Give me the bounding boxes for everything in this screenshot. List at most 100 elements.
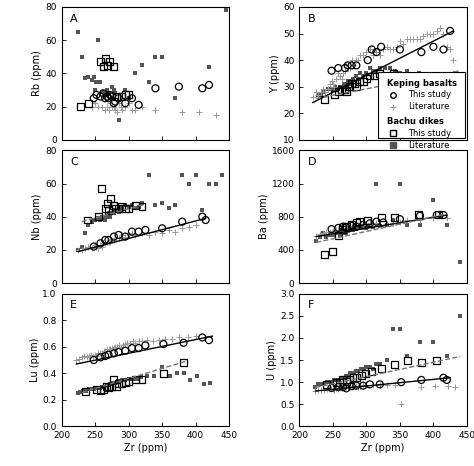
Point [330,376,338,384]
Point [443,376,451,384]
Point [199,334,206,341]
Point [117,234,124,242]
Point [373,48,380,56]
Point [90,243,98,250]
Point [92,352,100,360]
Point [131,201,139,209]
Point [97,58,104,65]
Point [330,83,338,90]
Point [429,43,437,50]
Point [348,225,356,233]
Point [383,220,390,227]
Point [356,69,364,77]
Point [383,75,390,82]
Point [332,378,340,386]
Point [125,205,132,212]
Point [90,243,98,250]
Point [327,86,335,93]
Point [339,376,347,384]
Point [75,355,83,363]
Point [105,238,112,245]
Point [332,75,340,82]
Point [144,336,151,344]
Point [418,383,425,391]
Point [343,225,350,233]
Point [390,69,397,77]
Point [353,367,360,375]
Point [77,103,84,110]
Point [81,388,89,396]
Point [321,251,328,259]
Point [78,354,85,361]
Point [323,378,331,386]
Point [135,228,143,235]
Point [91,241,99,249]
Point [110,376,118,384]
Point [339,223,347,230]
Point [199,206,206,214]
Point [433,27,440,34]
Point [349,383,357,390]
Point [339,227,347,235]
Point [348,222,356,230]
Point [343,384,350,392]
Point [338,83,346,90]
Point [345,83,353,90]
Point [178,218,186,226]
Point [333,376,341,384]
Point [192,332,200,340]
Text: D: D [308,157,316,167]
Point [329,231,337,238]
Point [344,384,351,391]
Point [396,46,404,53]
Point [340,80,347,88]
Point [106,346,114,353]
Point [100,385,108,393]
Point [319,230,327,237]
Point [74,246,82,254]
Point [131,231,139,239]
Point [87,351,95,358]
Point [331,83,339,90]
Point [138,230,146,237]
Point [202,216,210,224]
Text: E: E [70,300,77,310]
Point [322,381,330,388]
Point [363,224,370,232]
Point [83,354,91,361]
Point [391,361,398,368]
Point [212,111,219,118]
Point [332,229,340,237]
Point [142,226,149,233]
Point [335,385,342,392]
Point [329,385,337,392]
Point [366,363,374,370]
Point [363,69,370,77]
Point [345,372,352,379]
Point [344,64,351,72]
Point [353,225,360,233]
Point [349,75,357,82]
Point [128,344,136,352]
Point [158,53,166,61]
Point [207,379,214,386]
Point [117,206,124,214]
Point [346,370,354,377]
Point [319,86,327,93]
Point [456,258,464,266]
Point [341,67,349,75]
Point [101,240,109,247]
Point [363,363,370,370]
Point [343,62,350,69]
Point [360,365,367,373]
Point [118,231,126,239]
Point [377,43,385,50]
Point [314,386,322,394]
Point [118,203,126,211]
Point [138,376,146,384]
Point [125,231,132,239]
Point [356,221,364,228]
Point [103,238,111,245]
Y-axis label: Nb (ppm): Nb (ppm) [33,193,43,240]
Point [100,63,107,70]
